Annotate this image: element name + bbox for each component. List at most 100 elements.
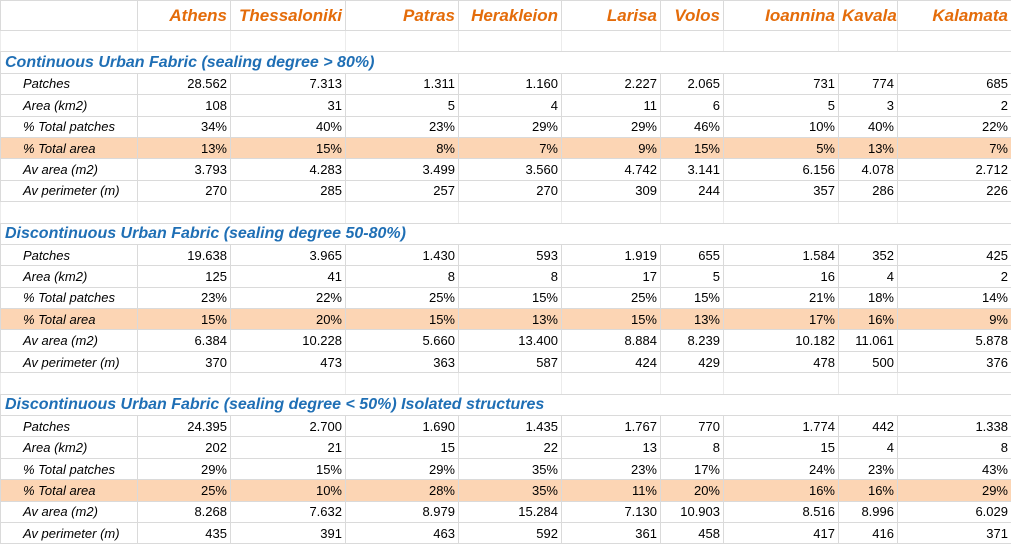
value-cell[interactable]: 478	[723, 350, 839, 374]
value-cell[interactable]: 10.182	[723, 329, 839, 352]
value-cell[interactable]: 29%	[345, 457, 459, 481]
empty-cell[interactable]	[458, 372, 562, 395]
value-cell[interactable]: 1.430	[345, 243, 459, 267]
empty-cell[interactable]	[838, 372, 898, 395]
empty-cell[interactable]	[838, 393, 898, 417]
value-cell[interactable]: 3.141	[660, 158, 724, 181]
value-cell[interactable]: 41	[230, 265, 346, 288]
row-label[interactable]: Av perimeter (m)	[0, 521, 138, 544]
value-cell[interactable]: 6.384	[137, 329, 231, 352]
value-cell[interactable]: 13%	[137, 136, 231, 160]
value-cell[interactable]: 435	[137, 521, 231, 544]
value-cell[interactable]: 1.767	[561, 415, 661, 438]
empty-cell[interactable]	[0, 201, 138, 224]
value-cell[interactable]: 6.029	[897, 500, 1011, 523]
column-header[interactable]: Thessaloniki	[230, 0, 346, 31]
row-label[interactable]: Av perimeter (m)	[0, 350, 138, 374]
value-cell[interactable]: 8.516	[723, 500, 839, 523]
value-cell[interactable]: 244	[660, 179, 724, 203]
empty-cell[interactable]	[561, 393, 661, 417]
empty-cell[interactable]	[561, 201, 661, 224]
empty-cell[interactable]	[660, 222, 724, 245]
value-cell[interactable]: 17%	[723, 308, 839, 331]
value-cell[interactable]: 363	[345, 350, 459, 374]
value-cell[interactable]: 1.690	[345, 415, 459, 438]
value-cell[interactable]: 29%	[561, 115, 661, 138]
value-cell[interactable]: 22	[458, 436, 562, 459]
column-header[interactable]: Kalamata	[897, 0, 1011, 31]
section-title[interactable]: Continuous Urban Fabric (sealing degree …	[0, 51, 374, 74]
value-cell[interactable]: 352	[838, 243, 898, 267]
empty-cell[interactable]	[660, 201, 724, 224]
row-label[interactable]: % Total area	[0, 308, 138, 331]
section-title[interactable]: Discontinuous Urban Fabric (sealing degr…	[0, 393, 544, 417]
empty-cell[interactable]	[345, 29, 459, 53]
value-cell[interactable]: 370	[137, 350, 231, 374]
value-cell[interactable]: 4.742	[561, 158, 661, 181]
value-cell[interactable]: 8.884	[561, 329, 661, 352]
value-cell[interactable]: 8%	[345, 136, 459, 160]
row-label[interactable]: % Total area	[0, 479, 138, 502]
value-cell[interactable]: 1.435	[458, 415, 562, 438]
column-header[interactable]: Herakleion	[458, 0, 562, 31]
value-cell[interactable]: 2.227	[561, 72, 661, 96]
value-cell[interactable]: 23%	[561, 457, 661, 481]
column-header[interactable]: Ioannina	[723, 0, 839, 31]
value-cell[interactable]: 685	[897, 72, 1011, 96]
empty-cell[interactable]	[458, 222, 562, 245]
row-label[interactable]: Av perimeter (m)	[0, 179, 138, 203]
empty-cell[interactable]	[230, 201, 346, 224]
value-cell[interactable]: 3	[838, 94, 898, 117]
value-cell[interactable]: 8	[458, 265, 562, 288]
empty-cell[interactable]	[660, 372, 724, 395]
empty-cell[interactable]	[723, 222, 839, 245]
empty-cell[interactable]	[561, 372, 661, 395]
value-cell[interactable]: 28.562	[137, 72, 231, 96]
empty-cell[interactable]	[723, 201, 839, 224]
empty-cell[interactable]	[345, 372, 459, 395]
value-cell[interactable]: 2.712	[897, 158, 1011, 181]
value-cell[interactable]: 24.395	[137, 415, 231, 438]
value-cell[interactable]: 442	[838, 415, 898, 438]
row-label[interactable]: Av area (m2)	[0, 500, 138, 523]
value-cell[interactable]: 8.239	[660, 329, 724, 352]
value-cell[interactable]: 15	[723, 436, 839, 459]
value-cell[interactable]: 40%	[230, 115, 346, 138]
value-cell[interactable]: 40%	[838, 115, 898, 138]
value-cell[interactable]: 6.156	[723, 158, 839, 181]
empty-cell[interactable]	[660, 393, 724, 417]
value-cell[interactable]: 23%	[137, 286, 231, 310]
value-cell[interactable]: 25%	[561, 286, 661, 310]
value-cell[interactable]: 7.632	[230, 500, 346, 523]
value-cell[interactable]: 500	[838, 350, 898, 374]
value-cell[interactable]: 3.793	[137, 158, 231, 181]
value-cell[interactable]: 25%	[345, 286, 459, 310]
value-cell[interactable]: 16%	[723, 479, 839, 502]
value-cell[interactable]: 391	[230, 521, 346, 544]
row-label[interactable]: % Total area	[0, 136, 138, 160]
empty-cell[interactable]	[723, 29, 839, 53]
value-cell[interactable]: 15%	[561, 308, 661, 331]
value-cell[interactable]: 5	[345, 94, 459, 117]
empty-cell[interactable]	[897, 201, 1011, 224]
empty-cell[interactable]	[897, 393, 1011, 417]
empty-cell[interactable]	[230, 372, 346, 395]
value-cell[interactable]: 9%	[897, 308, 1011, 331]
value-cell[interactable]: 3.499	[345, 158, 459, 181]
value-cell[interactable]: 9%	[561, 136, 661, 160]
row-label[interactable]: % Total patches	[0, 115, 138, 138]
value-cell[interactable]: 593	[458, 243, 562, 267]
row-label[interactable]: Area (km2)	[0, 265, 138, 288]
value-cell[interactable]: 35%	[458, 457, 562, 481]
value-cell[interactable]: 8.268	[137, 500, 231, 523]
value-cell[interactable]: 4.078	[838, 158, 898, 181]
value-cell[interactable]: 25%	[137, 479, 231, 502]
empty-cell[interactable]	[723, 51, 839, 74]
value-cell[interactable]: 4	[838, 436, 898, 459]
empty-cell[interactable]	[723, 372, 839, 395]
empty-cell[interactable]	[838, 29, 898, 53]
header-corner-cell[interactable]	[0, 0, 138, 31]
empty-cell[interactable]	[660, 51, 724, 74]
value-cell[interactable]: 15%	[230, 136, 346, 160]
value-cell[interactable]: 2	[897, 265, 1011, 288]
